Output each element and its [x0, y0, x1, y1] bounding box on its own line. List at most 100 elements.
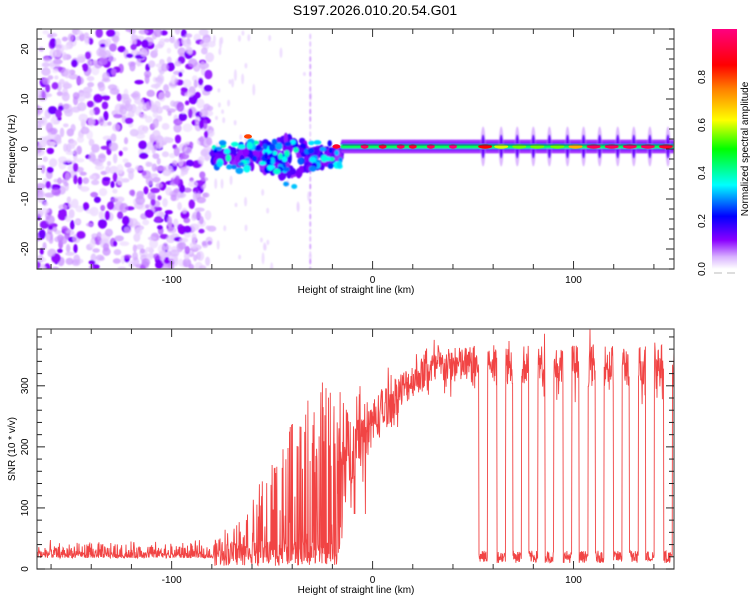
noise-blob — [180, 87, 188, 92]
noise-blob — [155, 63, 164, 68]
noise-blob — [259, 237, 263, 243]
noise-blob — [135, 196, 146, 205]
colorbar-tick-label: 0.0 — [697, 262, 708, 276]
noise-blob — [172, 177, 181, 185]
noise-blob — [46, 147, 55, 155]
noise-blob — [184, 33, 193, 38]
noise-blob — [130, 92, 139, 98]
noise-blob — [91, 179, 100, 186]
noise-blob — [135, 244, 145, 250]
noise-blob — [247, 34, 251, 42]
noise-blob — [92, 248, 100, 253]
noise-blob — [203, 84, 213, 92]
noise-blob — [86, 100, 94, 108]
noise-blob — [37, 123, 42, 130]
noise-blob — [68, 73, 79, 80]
noise-blob — [178, 258, 184, 267]
onset-halo — [283, 132, 288, 145]
noise-blob — [222, 117, 226, 124]
noise-blob — [141, 39, 149, 49]
noise-blob — [59, 208, 67, 218]
noise-blob — [40, 265, 47, 269]
noise-blob — [103, 50, 111, 58]
noise-blob — [49, 37, 57, 48]
noise-blob — [102, 71, 110, 82]
noise-blob — [165, 187, 173, 196]
noise-blob — [83, 32, 89, 39]
noise-blob — [41, 67, 51, 76]
onset-blob — [237, 144, 246, 150]
noise-blob — [119, 241, 130, 247]
noise-blob — [61, 52, 67, 61]
noise-blob — [80, 126, 90, 135]
noise-blob — [162, 198, 168, 208]
noise-blob — [109, 43, 117, 52]
noise-blob — [38, 136, 49, 142]
noise-blob — [59, 78, 65, 85]
y-tick-label: -10 — [20, 191, 31, 206]
noise-blob — [231, 78, 235, 88]
onset-blob — [218, 140, 227, 146]
noise-blob — [200, 149, 208, 157]
noise-blob — [82, 177, 90, 184]
noise-blob — [233, 120, 237, 126]
onset-blob — [336, 160, 343, 169]
y-tick-label: 10 — [20, 93, 31, 105]
noise-blob — [48, 158, 58, 168]
noise-blob — [122, 96, 132, 105]
onset-blob — [293, 147, 299, 153]
streak-blob — [309, 116, 312, 122]
streak-blob — [309, 108, 312, 115]
noise-blob — [150, 187, 160, 194]
colorbar-tick-label: 0.6 — [697, 118, 708, 132]
onset-halo — [249, 161, 255, 172]
noise-blob — [57, 248, 63, 253]
streak-blob — [309, 131, 312, 137]
snr-y-ticks: 0 100 200 300 — [20, 336, 674, 572]
noise-blob — [164, 90, 171, 98]
noise-blob — [221, 109, 225, 114]
noise-blob — [72, 92, 80, 100]
noise-blob — [189, 223, 200, 231]
onset-blob — [263, 152, 269, 160]
noise-blob — [45, 122, 53, 133]
noise-blob — [153, 47, 158, 54]
noise-blob — [130, 43, 137, 51]
streak-blob — [309, 213, 312, 220]
noise-blob — [98, 187, 108, 197]
noise-blob — [111, 68, 117, 76]
streak-blob — [309, 228, 312, 235]
noise-blob — [147, 236, 157, 241]
noise-blob — [130, 259, 140, 265]
noise-blob — [205, 225, 212, 230]
noise-blob — [39, 248, 44, 255]
onset-blob — [273, 168, 281, 175]
noise-blob — [42, 77, 51, 85]
y-tick-label: 0 — [20, 566, 31, 572]
noise-blob — [73, 254, 81, 264]
noise-blob — [162, 168, 172, 177]
noise-blob — [155, 206, 163, 212]
noise-blob — [46, 166, 54, 174]
noise-blob — [161, 151, 169, 158]
noise-blob — [155, 182, 163, 189]
noise-blob — [117, 211, 124, 220]
noise-blob — [112, 172, 118, 183]
noise-blob — [37, 140, 47, 148]
snr-line — [37, 329, 674, 567]
onset-blob — [226, 164, 233, 170]
noise-blob — [37, 183, 46, 190]
noise-blob — [180, 172, 185, 177]
noise-blob — [268, 35, 272, 41]
noise-blob — [67, 33, 75, 42]
noise-blob — [74, 219, 82, 225]
noise-blob — [113, 113, 123, 119]
noise-blob — [192, 211, 202, 220]
noise-blob — [198, 77, 204, 86]
noise-blob — [167, 110, 172, 116]
noise-blob — [178, 71, 183, 77]
streak-blob — [309, 48, 312, 55]
noise-blob — [71, 106, 81, 113]
noise-blob — [102, 177, 111, 182]
noise-blob — [106, 160, 112, 166]
